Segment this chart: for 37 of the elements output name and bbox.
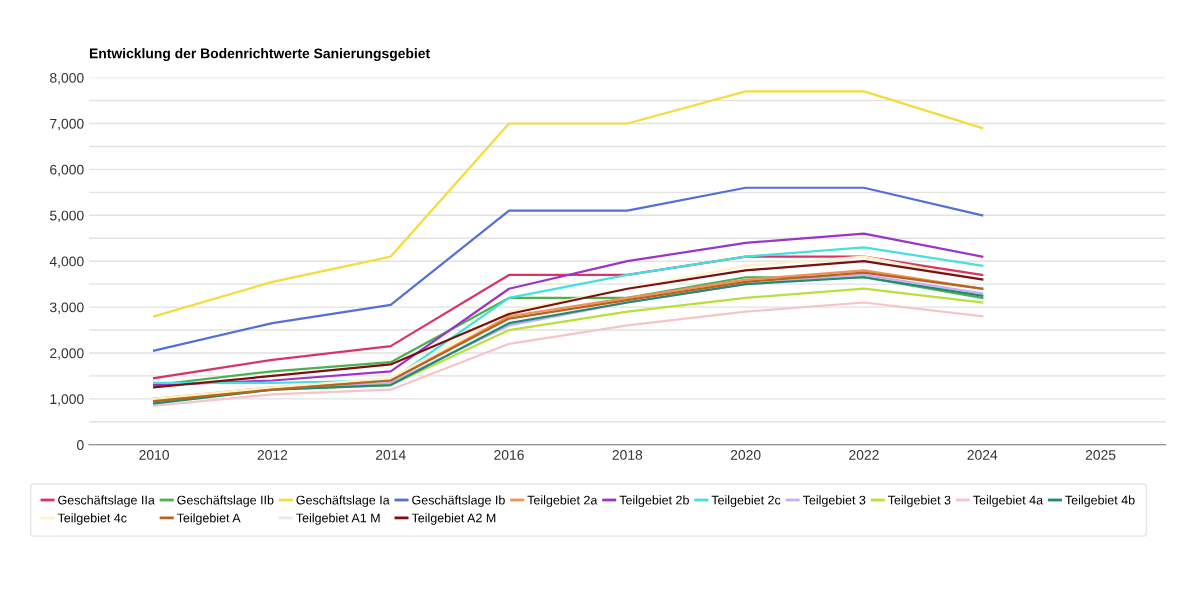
x-tick-label: 2012 (257, 449, 288, 460)
x-tick-label: 2018 (612, 449, 643, 460)
legend-label: Teilgebiet 4a (973, 495, 1044, 507)
line-series (152, 90, 984, 318)
legend-label: Teilgebiet 4b (1065, 495, 1135, 507)
y-tick-label: 2,000 (50, 348, 84, 360)
x-tick-label: 2022 (849, 449, 879, 460)
legend-label: Teilgebiet 3 (802, 495, 866, 507)
legend-label: Geschäftslage Ib (412, 495, 505, 507)
legend-label: Teilgebiet 4c (57, 513, 127, 525)
legend-label: Teilgebiet 3 (888, 495, 951, 507)
x-tick-label: 2010 (139, 449, 169, 460)
y-tick-label: 4,000 (49, 256, 84, 268)
y-tick-label: 5,000 (49, 210, 84, 223)
legend-label: Teilgebiet A (176, 513, 241, 525)
legend-label: Geschäftslage IIa (58, 495, 155, 507)
y-tick-label: 3,000 (49, 302, 84, 314)
y-tick-label: 7,000 (50, 118, 84, 131)
line-series (152, 301, 984, 407)
legend-label: Teilgebiet 2c (711, 495, 781, 507)
legend-label: Teilgebiet 2a (527, 495, 598, 507)
x-tick-label: 2014 (375, 449, 406, 460)
x-tick-label: 2025 (1085, 449, 1116, 460)
y-tick-label: 1,000 (50, 394, 84, 406)
legend-label: Teilgebiet A1 M (296, 513, 380, 525)
legend-label: Geschäftslage Ia (296, 495, 390, 507)
legend-label: Teilgebiet 2b (619, 495, 689, 507)
legend-label: Geschäftslage IIb (177, 495, 274, 507)
chart-title: Entwicklung der Bodenrichtwerte Sanierungsgebiet (89, 48, 430, 62)
x-tick-label: 2020 (730, 449, 761, 460)
y-tick-label: 0 (76, 440, 84, 450)
legend-label: Teilgebiet A2 M (411, 513, 496, 525)
y-tick-label: 6,000 (50, 164, 84, 177)
line-series (152, 186, 984, 352)
y-tick-label: 8,000 (50, 72, 84, 85)
x-tick-label: 2024 (967, 449, 998, 460)
x-tick-label: 2016 (494, 449, 524, 460)
